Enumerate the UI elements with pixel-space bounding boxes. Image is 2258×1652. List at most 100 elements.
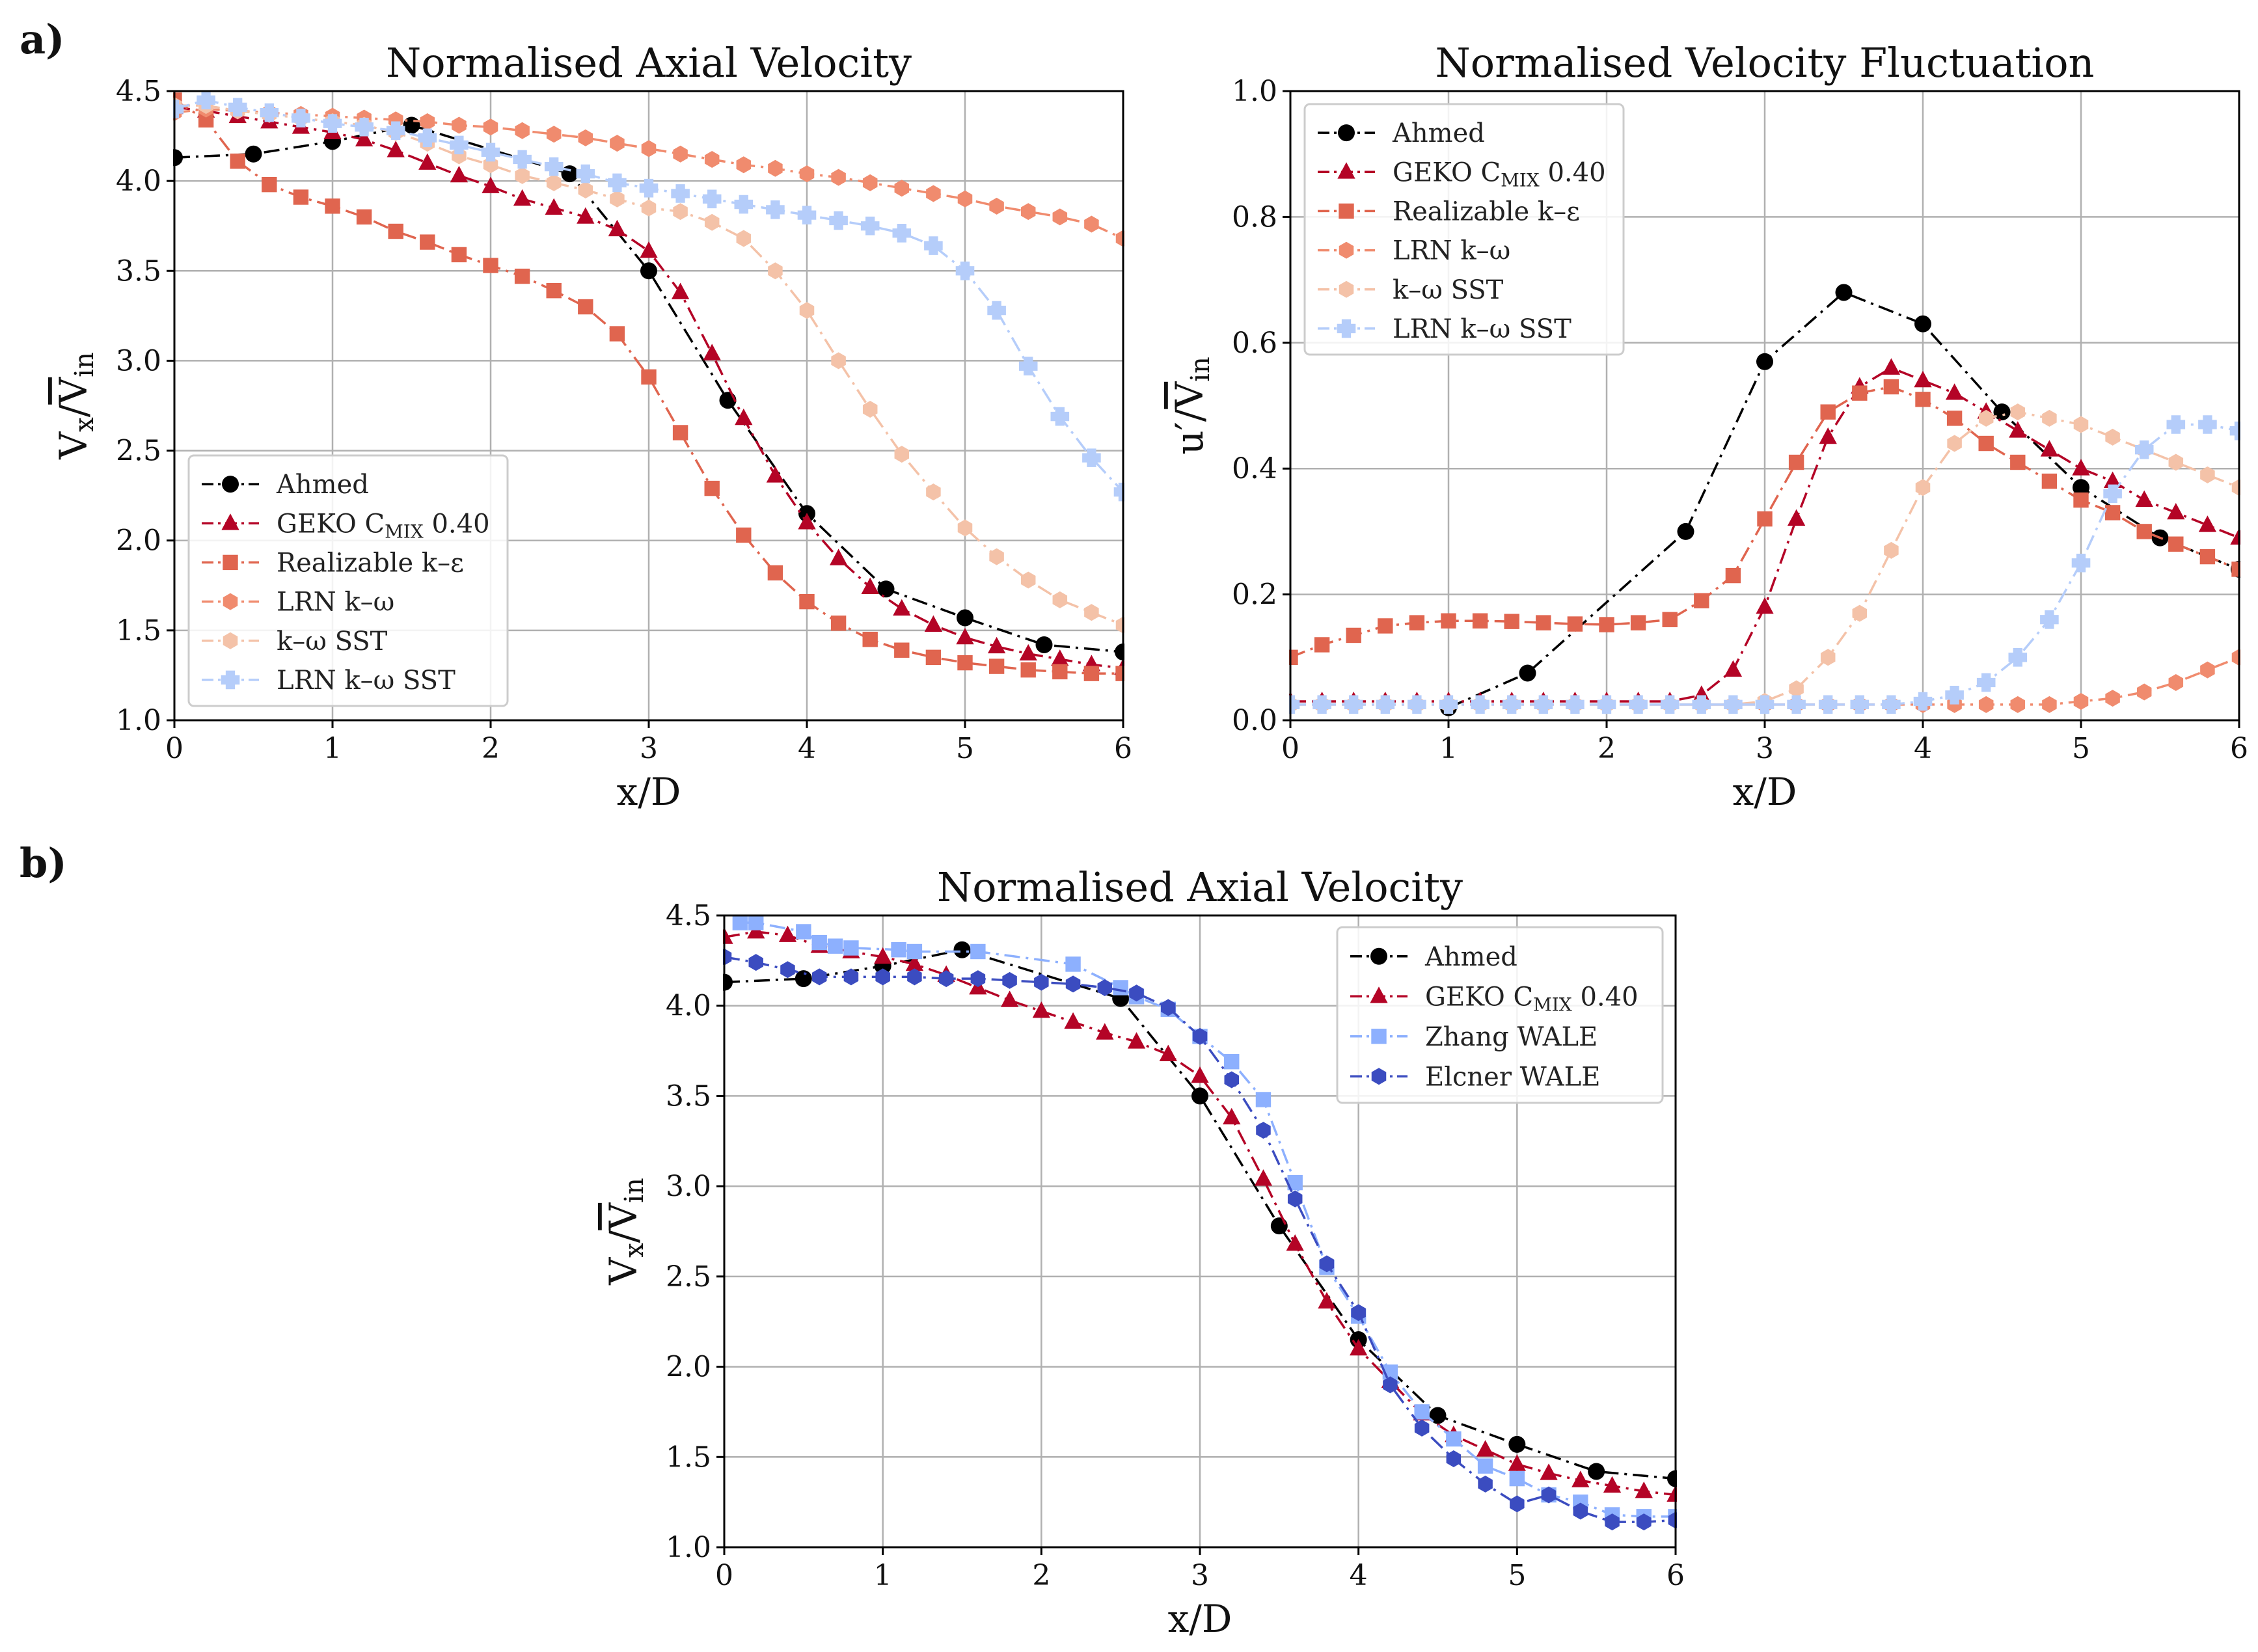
data-point [2103,484,2122,504]
data-point [796,924,811,940]
x-tick-label: 1 [874,1559,892,1592]
data-point [1287,1174,1303,1191]
data-point [515,167,530,184]
y-tick-label: 0.6 [1232,327,1277,360]
data-point [1113,980,1128,995]
data-point [768,159,783,177]
data-point [673,203,688,221]
data-point [894,642,910,658]
x-tick-label: 5 [2072,732,2090,765]
data-point [956,627,974,645]
data-point [1289,695,1300,714]
data-point [1223,1107,1241,1125]
data-point [2134,440,2154,459]
data-point [418,153,437,170]
legend-marker [223,593,238,610]
data-point [970,943,986,960]
data-point [766,466,785,483]
data-point [1724,660,1743,677]
x-tick-label: 6 [1666,1559,1685,1592]
data-point [2105,690,2120,707]
data-point [1350,1338,1368,1356]
legend-marker [1339,203,1354,219]
data-point [387,141,405,157]
data-point [1472,613,1488,629]
data-point [827,938,843,954]
data-point [1477,1458,1493,1474]
data-point [1883,379,1899,395]
data-point [1314,637,1330,653]
x-tick-label: 3 [640,732,658,765]
legend-marker [1337,162,1355,179]
data-point [2073,416,2089,433]
data-point [778,925,797,942]
data-point [578,299,593,315]
data-point [1502,695,1521,714]
x-axis-label: x/D [1733,770,1797,814]
data-point [323,114,342,133]
data-point [1065,975,1081,993]
data-point [2010,454,2026,470]
data-point [2198,415,2217,434]
legend-marker [1339,241,1354,259]
data-point [1947,435,1962,452]
data-point [197,90,215,110]
data-point [1787,509,1806,526]
legend-label: k–ω SST [1393,275,1504,305]
data-point [355,117,374,137]
data-point [799,302,815,319]
data-point [1346,627,1361,643]
data-point [1082,448,1101,467]
y-tick-label: 1.5 [116,614,161,647]
y-tick-label: 4.0 [116,165,161,198]
data-point [1536,615,1551,630]
legend: Ahmed GEKO CMIX 0.40 Realizable k–ε LRN k–ω… [187,454,509,707]
data-point [544,157,564,176]
data-point [1192,1027,1208,1045]
data-point [1084,604,1099,621]
data-point [830,616,847,631]
data-point [1510,1495,1525,1513]
data-point [894,180,910,197]
data-point [1020,571,1036,589]
series-lrn-k-w-sst [1289,415,2240,714]
data-point [418,128,437,148]
legend-label: Ahmed [1424,942,1517,972]
legend-label: GEKO CMIX 0.40 [1393,157,1606,191]
data-point [1913,692,1933,711]
x-axis-label: x/D [617,770,681,814]
data-point [862,631,878,647]
data-point [811,934,827,951]
y-axis-label: Vx/Vin [601,1178,649,1285]
legend-entry: LRN k–ω SST [1318,314,1571,344]
data-point [2041,473,2058,489]
data-point [799,593,815,610]
x-axis-label: x/D [1168,1597,1232,1641]
data-point [230,154,245,169]
data-point [2166,415,2186,434]
legend-entry: Zhang WALE [1350,1022,1598,1052]
data-point [1224,1054,1240,1070]
series-realizable [173,92,1124,681]
data-point [1914,315,1931,332]
data-point [1818,695,1838,714]
data-point [610,135,625,152]
data-point [1820,649,1836,666]
legend-entry: LRN k–ω SST [202,666,456,696]
legend-box [1303,103,1625,356]
data-point [2010,403,2026,421]
data-point [609,326,625,342]
data-point [1318,1292,1336,1309]
x-tick-label: 2 [1032,1559,1050,1592]
x-tick-label: 0 [165,732,184,765]
legend-entry: k–ω SST [202,627,388,657]
data-point [862,174,878,191]
legend-entry: GEKO CMIX 0.40 [1318,157,1606,191]
data-point [1052,664,1068,680]
data-point [2040,440,2059,457]
chart-title: Normalised Velocity Fluctuation [1435,39,2095,87]
data-point [1725,567,1741,584]
data-point [1471,695,1489,714]
data-point [639,178,659,198]
data-point [704,150,720,168]
